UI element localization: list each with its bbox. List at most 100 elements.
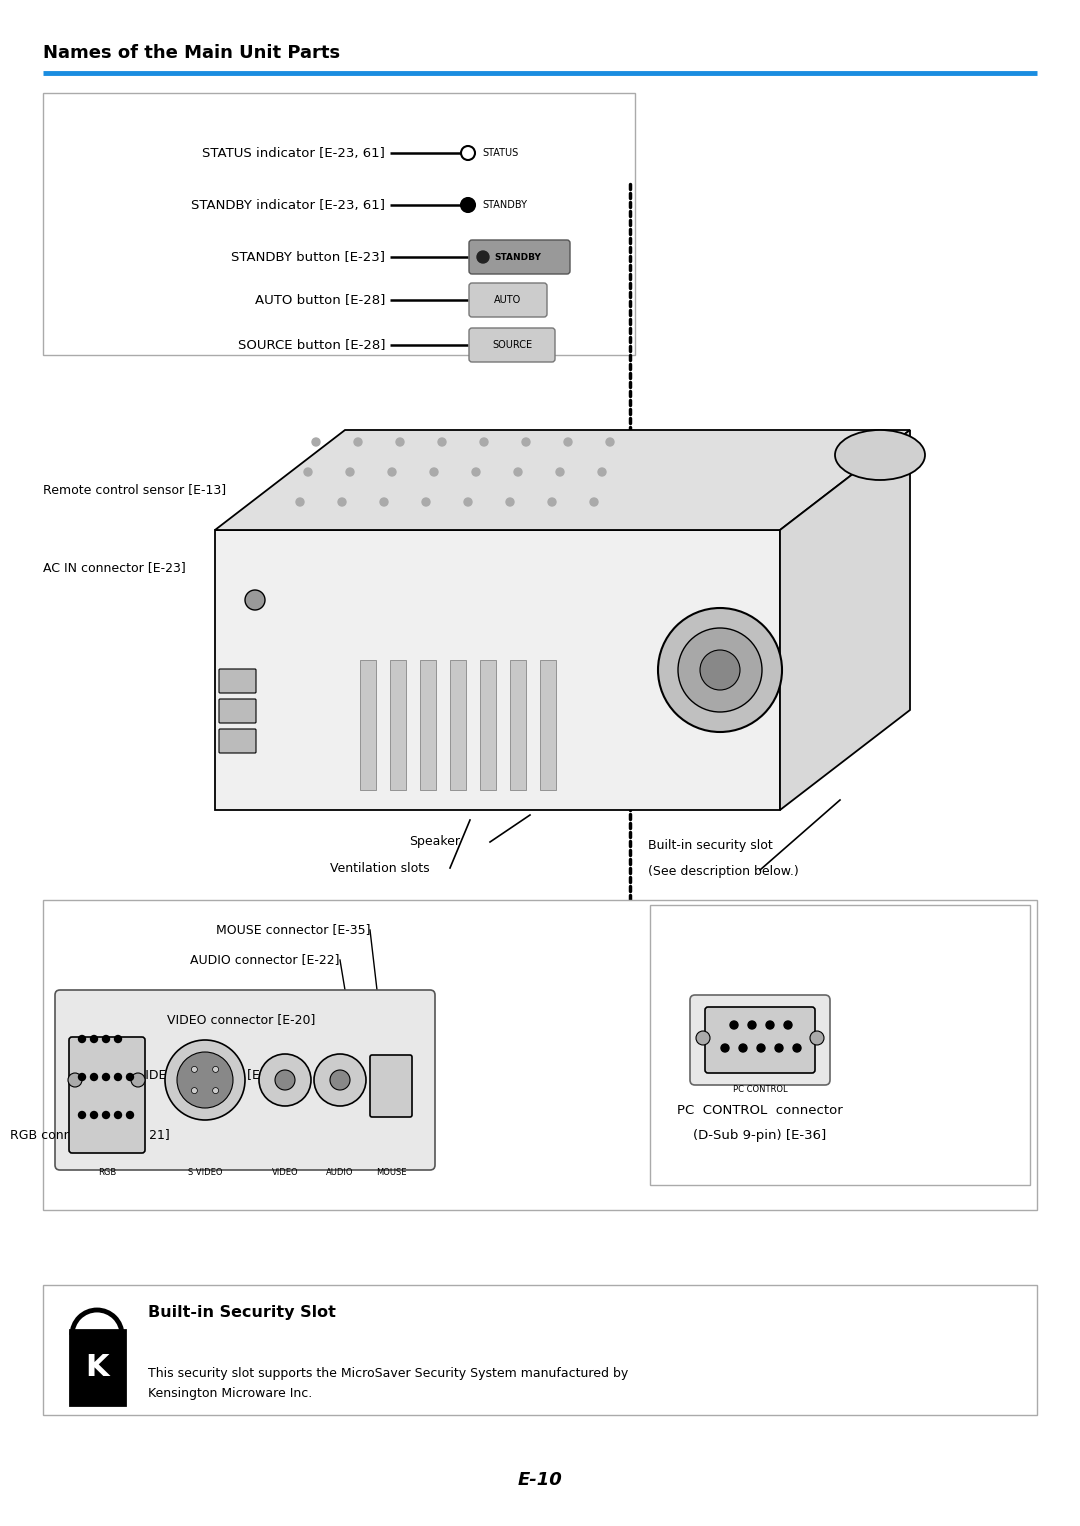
Circle shape xyxy=(396,438,404,446)
Circle shape xyxy=(388,468,396,476)
Text: STANDBY indicator [E-23, 61]: STANDBY indicator [E-23, 61] xyxy=(191,198,384,212)
Circle shape xyxy=(91,1111,97,1119)
FancyBboxPatch shape xyxy=(219,699,256,723)
Text: AUTO button [E-28]: AUTO button [E-28] xyxy=(255,293,384,307)
Bar xyxy=(43,1285,1037,1415)
Circle shape xyxy=(464,497,472,507)
FancyBboxPatch shape xyxy=(370,1054,411,1117)
Circle shape xyxy=(79,1111,85,1119)
Circle shape xyxy=(126,1111,134,1119)
FancyBboxPatch shape xyxy=(469,240,570,275)
Bar xyxy=(215,530,780,810)
Text: Kensington Microware Inc.: Kensington Microware Inc. xyxy=(148,1387,312,1399)
Text: K: K xyxy=(85,1354,109,1383)
Text: STANDBY: STANDBY xyxy=(482,200,527,211)
Text: SOURCE: SOURCE xyxy=(491,340,532,349)
Circle shape xyxy=(507,497,514,507)
Bar xyxy=(43,93,635,356)
Circle shape xyxy=(548,497,556,507)
Circle shape xyxy=(380,497,388,507)
Bar xyxy=(390,661,406,790)
Circle shape xyxy=(564,438,572,446)
FancyBboxPatch shape xyxy=(705,1007,815,1073)
Circle shape xyxy=(191,1067,198,1073)
Circle shape xyxy=(91,1073,97,1080)
Circle shape xyxy=(259,1054,311,1106)
Circle shape xyxy=(68,1073,82,1087)
Text: S-VIDEO connector [E-20]: S-VIDEO connector [E-20] xyxy=(125,1068,285,1082)
Circle shape xyxy=(721,1044,729,1051)
Circle shape xyxy=(296,497,303,507)
Circle shape xyxy=(275,1070,295,1090)
Text: STANDBY: STANDBY xyxy=(494,252,541,261)
Circle shape xyxy=(784,1021,792,1029)
FancyBboxPatch shape xyxy=(690,995,831,1085)
Bar xyxy=(360,661,376,790)
Circle shape xyxy=(461,146,475,160)
Circle shape xyxy=(79,1036,85,1042)
Text: Built-in security slot: Built-in security slot xyxy=(648,838,773,852)
Circle shape xyxy=(126,1073,134,1080)
Circle shape xyxy=(354,438,362,446)
Circle shape xyxy=(472,468,480,476)
Text: MOUSE: MOUSE xyxy=(376,1167,406,1177)
Circle shape xyxy=(91,1036,97,1042)
Text: Ventilation slots: Ventilation slots xyxy=(330,862,430,874)
Circle shape xyxy=(245,591,265,610)
Circle shape xyxy=(422,497,430,507)
FancyBboxPatch shape xyxy=(70,1331,125,1405)
Circle shape xyxy=(775,1044,783,1051)
Bar xyxy=(540,661,556,790)
Text: This security slot supports the MicroSaver Security System manufactured by: This security slot supports the MicroSav… xyxy=(148,1366,629,1380)
Text: Names of the Main Unit Parts: Names of the Main Unit Parts xyxy=(43,44,340,63)
Text: (See description below.): (See description below.) xyxy=(648,865,799,877)
Circle shape xyxy=(191,1088,198,1094)
Circle shape xyxy=(103,1073,109,1080)
Circle shape xyxy=(103,1036,109,1042)
Circle shape xyxy=(480,438,488,446)
Text: MOUSE connector [E-35]: MOUSE connector [E-35] xyxy=(216,923,370,937)
FancyBboxPatch shape xyxy=(219,668,256,693)
Bar xyxy=(650,905,1030,1186)
Text: PC CONTROL: PC CONTROL xyxy=(732,1085,787,1094)
FancyBboxPatch shape xyxy=(469,282,546,317)
Bar xyxy=(43,900,1037,1210)
Text: Built-in Security Slot: Built-in Security Slot xyxy=(148,1306,336,1320)
Circle shape xyxy=(766,1021,774,1029)
Circle shape xyxy=(477,250,489,262)
Circle shape xyxy=(606,438,615,446)
FancyBboxPatch shape xyxy=(219,729,256,752)
Circle shape xyxy=(213,1067,218,1073)
Text: AC IN connector [E-23]: AC IN connector [E-23] xyxy=(43,562,186,574)
Circle shape xyxy=(114,1036,121,1042)
Circle shape xyxy=(346,468,354,476)
Circle shape xyxy=(303,468,312,476)
Circle shape xyxy=(177,1051,233,1108)
Text: S VIDEO: S VIDEO xyxy=(188,1167,222,1177)
Circle shape xyxy=(757,1044,765,1051)
Text: E-10: E-10 xyxy=(517,1471,563,1489)
Circle shape xyxy=(598,468,606,476)
Circle shape xyxy=(430,468,438,476)
Circle shape xyxy=(810,1032,824,1045)
Text: STATUS: STATUS xyxy=(482,148,518,159)
Bar xyxy=(510,661,526,790)
Circle shape xyxy=(114,1111,121,1119)
Circle shape xyxy=(514,468,522,476)
Text: SOURCE button [E-28]: SOURCE button [E-28] xyxy=(238,339,384,351)
Text: (D-Sub 9-pin) [E-36]: (D-Sub 9-pin) [E-36] xyxy=(693,1129,826,1141)
Bar xyxy=(420,661,436,790)
Circle shape xyxy=(678,629,762,713)
Text: AUDIO: AUDIO xyxy=(326,1167,354,1177)
FancyBboxPatch shape xyxy=(469,328,555,362)
Circle shape xyxy=(461,198,475,212)
Circle shape xyxy=(793,1044,801,1051)
Text: RGB connector [E-18, 21]: RGB connector [E-18, 21] xyxy=(10,1129,170,1141)
Circle shape xyxy=(330,1070,350,1090)
Text: Speaker: Speaker xyxy=(409,836,460,848)
FancyBboxPatch shape xyxy=(55,990,435,1170)
Polygon shape xyxy=(215,430,910,530)
Circle shape xyxy=(103,1111,109,1119)
Text: STANDBY button [E-23]: STANDBY button [E-23] xyxy=(231,250,384,264)
Circle shape xyxy=(748,1021,756,1029)
